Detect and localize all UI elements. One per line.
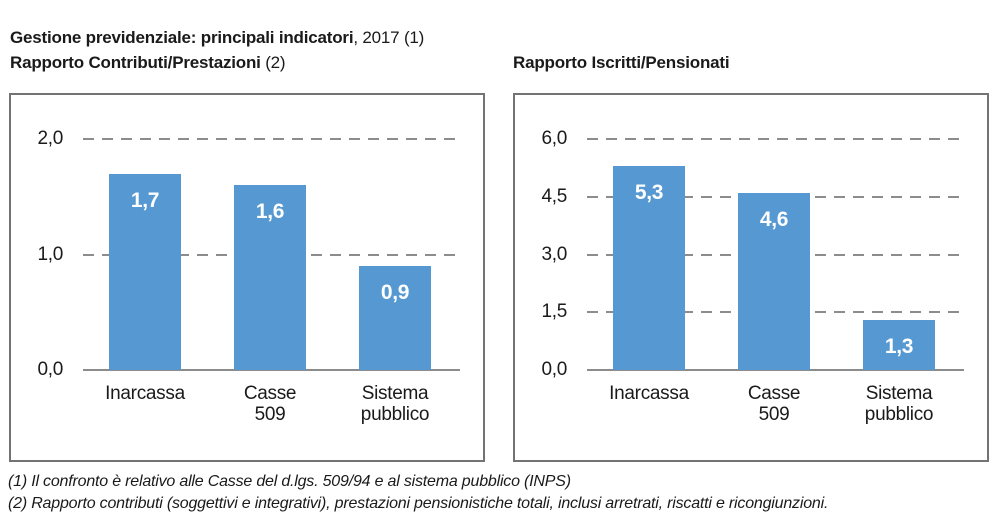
y-tick-label: 1,0 (37, 243, 63, 265)
y-tick-label: 0,0 (37, 359, 63, 380)
page-title: Gestione previdenziale: principali indic… (10, 28, 424, 48)
right-chart-title: Rapporto Iscritti/Pensionati (513, 53, 730, 72)
x-category-label-line: pubblico (360, 404, 430, 425)
x-category-label-line: Sistema (361, 383, 429, 404)
page-title-regular: , 2017 (1) (353, 28, 425, 47)
left-chart-title: Rapporto Contributi/Prestazioni (2) (10, 53, 286, 73)
x-category-label-line: Casse (243, 383, 297, 404)
x-category-label-line: Inarcassa (609, 383, 689, 404)
x-category-label: Casse 509 (704, 383, 844, 425)
footnote-2: (2) Rapporto contributi (soggettivi e in… (8, 495, 829, 512)
gridline-2,0 (83, 138, 460, 140)
x-category-label-line: 509 (758, 404, 790, 425)
bar-sistema-pubblico (863, 319, 935, 370)
y-tick-label: 0,0 (541, 359, 567, 380)
y-tick-label: 1,5 (541, 301, 567, 323)
x-category-label: Inarcassa (75, 383, 215, 404)
page-title-bold: Gestione previdenziale: principali indic… (10, 28, 354, 47)
left-chart-title-regular: (2) (260, 53, 286, 72)
gridline-6,0 (587, 138, 964, 140)
x-category-label: Inarcassa (579, 383, 719, 404)
x-category-label-line: pubblico (864, 404, 934, 425)
y-tick-label: 3,0 (541, 243, 567, 265)
bar-inarcassa (109, 173, 181, 370)
bar-casse-509 (738, 192, 810, 370)
x-category-label-line: Inarcassa (105, 383, 185, 404)
bar-casse-509 (234, 185, 306, 370)
y-tick-label: 2,0 (37, 128, 63, 149)
chart-contributi-prestazioni: 0,0 1,0 2,0 1,7 Inarcassa 1,6 Casse 509 0,9 Siste… (9, 93, 485, 462)
x-category-label: Casse 509 (200, 383, 340, 425)
bar-value-label: 0,9 (380, 281, 410, 305)
bar-sistema-pubblico (359, 266, 431, 370)
bar-value-label: 5,3 (634, 180, 664, 204)
x-axis-line (83, 369, 460, 371)
x-axis-line (587, 369, 964, 371)
y-tick-label: 6,0 (541, 128, 567, 149)
bar-value-label: 1,3 (884, 334, 914, 358)
x-category-label-line: Sistema (865, 383, 933, 404)
left-chart-title-bold: Rapporto Contributi/Prestazioni (10, 53, 261, 72)
bar-value-label: 1,7 (130, 188, 160, 212)
footnote-1: (1) Il confronto è relativo alle Casse d… (8, 473, 571, 490)
x-category-label-line: 509 (254, 404, 286, 425)
footnotes: (1) Il confronto è relativo alle Casse d… (8, 471, 828, 515)
bar-value-label: 1,6 (255, 200, 285, 224)
chart-iscritti-pensionati: 0,0 1,5 3,0 4,5 6,0 5,3 Inarcassa 4,6 Casse 509 1,… (513, 93, 989, 462)
bar-inarcassa (613, 165, 685, 370)
y-tick-label: 4,5 (541, 185, 567, 207)
x-category-label: Sistema pubblico (829, 383, 969, 425)
x-category-label: Sistema pubblico (325, 383, 465, 425)
x-category-label-line: Casse (747, 383, 801, 404)
bar-value-label: 4,6 (759, 207, 789, 231)
